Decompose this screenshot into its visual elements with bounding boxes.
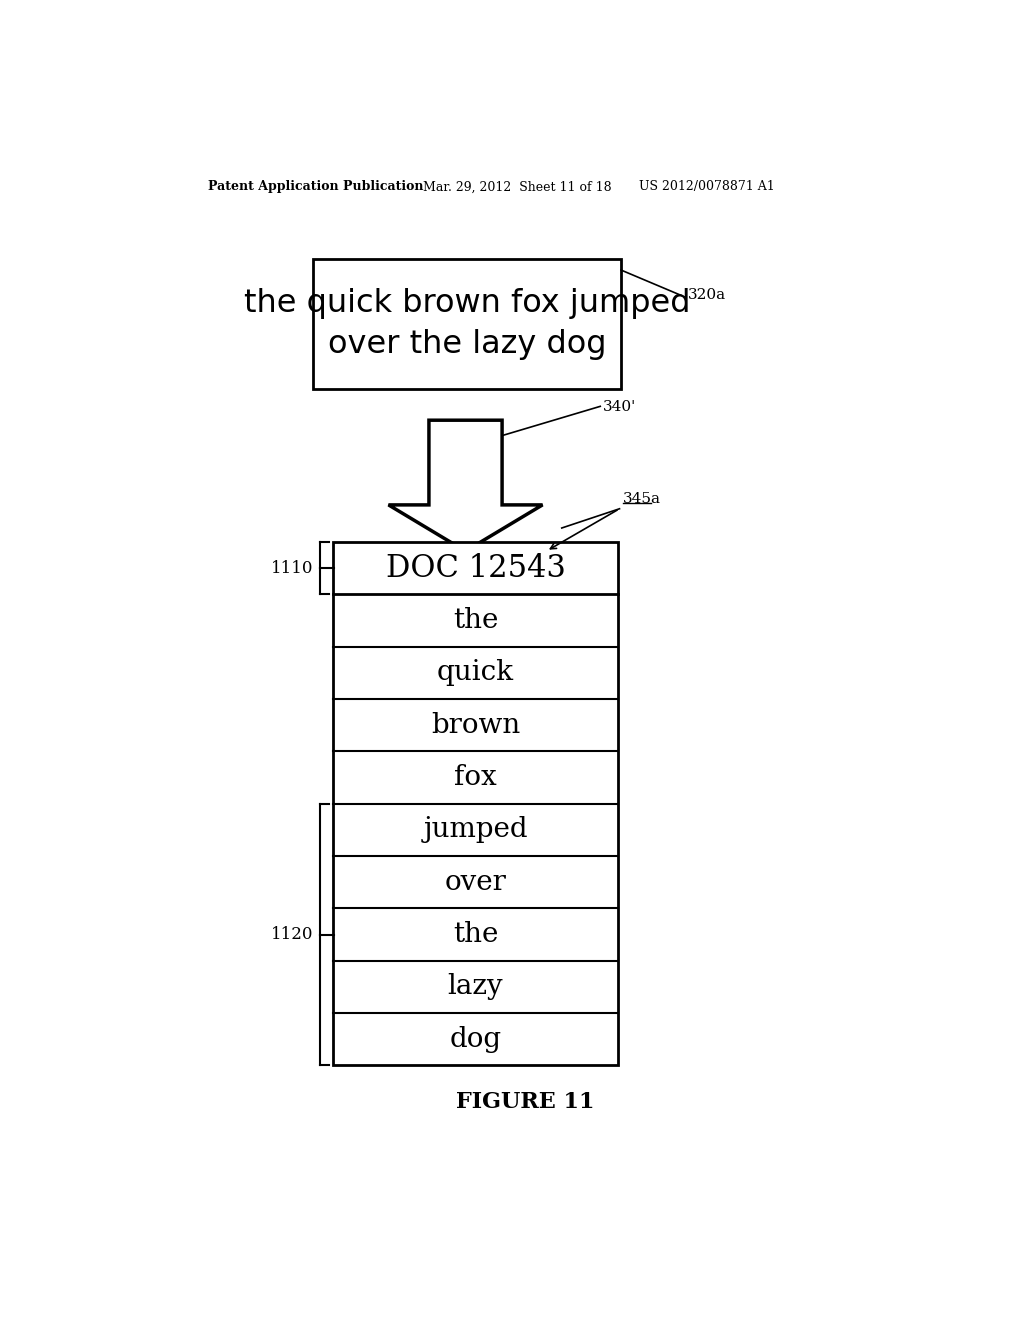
Text: dog: dog xyxy=(450,1026,502,1053)
Text: 340': 340' xyxy=(602,400,636,414)
Text: quick: quick xyxy=(437,659,514,686)
Text: 1120: 1120 xyxy=(271,927,313,942)
Text: 1110: 1110 xyxy=(271,560,313,577)
Bar xyxy=(313,259,621,389)
Bar xyxy=(333,543,617,1065)
Text: the quick brown fox jumped
over the lazy dog: the quick brown fox jumped over the lazy… xyxy=(244,288,690,360)
Text: FIGURE 11: FIGURE 11 xyxy=(456,1090,594,1113)
Text: 345a: 345a xyxy=(624,492,662,506)
Text: the: the xyxy=(453,607,499,634)
Text: the: the xyxy=(453,921,499,948)
Text: over: over xyxy=(444,869,507,896)
Text: DOC 12543: DOC 12543 xyxy=(386,553,565,583)
Text: lazy: lazy xyxy=(447,973,504,1001)
Text: fox: fox xyxy=(455,764,497,791)
Text: Mar. 29, 2012  Sheet 11 of 18: Mar. 29, 2012 Sheet 11 of 18 xyxy=(423,181,611,194)
Text: brown: brown xyxy=(431,711,520,739)
Text: US 2012/0078871 A1: US 2012/0078871 A1 xyxy=(639,181,774,194)
Text: Patent Application Publication: Patent Application Publication xyxy=(208,181,423,194)
Text: jumped: jumped xyxy=(423,816,527,843)
Text: 320a: 320a xyxy=(688,289,726,302)
